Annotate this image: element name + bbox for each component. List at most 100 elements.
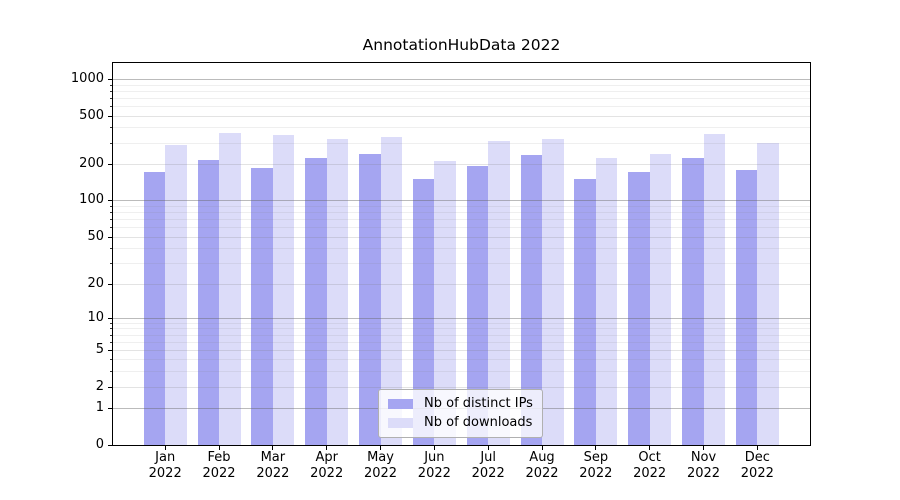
y-minor-tick-7 <box>110 334 112 336</box>
y-minor-tick-70 <box>110 219 112 221</box>
bar-ips-sep <box>574 179 596 445</box>
chart-title: AnnotationHubData 2022 <box>362 36 561 54</box>
y-tick-500 <box>108 115 112 117</box>
y-minor-tick-700 <box>110 97 112 99</box>
bar-downloads-apr <box>326 138 349 445</box>
x-tick-apr <box>326 446 328 450</box>
y-minor-tick-60 <box>110 227 112 229</box>
bar-ips-jul <box>466 166 489 445</box>
bar-downloads-jun <box>434 160 456 445</box>
y-gridline-10 <box>113 317 810 319</box>
x-tick-label-nov: Nov 2022 <box>686 450 721 481</box>
y-tick-label-10: 10 <box>87 309 104 325</box>
y-minor-gridline-800 <box>113 90 810 92</box>
y-tick-label-5: 5 <box>95 341 104 357</box>
bar-downloads-may <box>380 136 403 445</box>
legend: Nb of distinct IPs Nb of downloads <box>378 389 543 438</box>
y-tick-20 <box>108 283 112 285</box>
x-tick-label-feb: Feb 2022 <box>202 450 236 481</box>
y-tick-1 <box>108 408 112 409</box>
y-tick-label-1: 1 <box>95 400 104 415</box>
y-tick-label-20: 20 <box>87 275 104 291</box>
y-minor-gridline-90 <box>113 205 810 207</box>
y-minor-tick-80 <box>110 212 112 214</box>
x-tick-label-aug: Aug 2022 <box>525 450 559 481</box>
y-gridline-1000 <box>113 78 810 80</box>
y-minor-tick-400 <box>110 127 112 129</box>
bar-ips-dec <box>735 170 758 445</box>
bar-ips-aug <box>520 155 542 445</box>
y-tick-label-2: 2 <box>95 378 104 394</box>
y-minor-gridline-9 <box>113 322 810 324</box>
x-tick-label-sep: Sep 2022 <box>579 450 613 481</box>
y-minor-tick-40 <box>110 248 112 250</box>
bar-ips-jan <box>143 171 166 445</box>
y-minor-gridline-30 <box>113 262 810 264</box>
y-minor-gridline-60 <box>113 227 810 229</box>
bar-ips-oct <box>628 172 650 445</box>
y-tick-10 <box>108 317 112 319</box>
y-minor-gridline-300 <box>113 142 810 144</box>
y-minor-tick-800 <box>110 90 112 92</box>
y-gridline-200 <box>113 163 810 165</box>
y-minor-gridline-40 <box>113 248 810 250</box>
x-tick-label-may: May 2022 <box>363 450 398 481</box>
y-minor-tick-30 <box>110 262 112 264</box>
x-tick-label-oct: Oct 2022 <box>633 450 667 481</box>
x-tick-mar <box>272 446 274 450</box>
y-tick-5 <box>108 349 112 351</box>
y-gridline-500 <box>113 115 810 117</box>
x-tick-oct <box>649 446 651 450</box>
bar-downloads-jan <box>165 144 187 445</box>
y-tick-0 <box>108 444 112 446</box>
y-minor-tick-90 <box>110 205 112 207</box>
legend-label-distinct-ips: Nb of distinct IPs <box>424 396 533 411</box>
bar-downloads-oct <box>649 154 672 445</box>
x-tick-sep <box>595 446 597 450</box>
y-minor-gridline-6 <box>113 341 810 343</box>
y-tick-100 <box>108 200 112 202</box>
x-tick-jun <box>433 446 435 450</box>
y-tick-label-0: 0 <box>95 436 104 452</box>
y-gridline-20 <box>113 283 810 285</box>
x-tick-jul <box>487 446 489 450</box>
y-minor-tick-6 <box>110 341 112 343</box>
bar-ips-nov <box>682 158 704 445</box>
y-tick-label-200: 200 <box>79 155 104 171</box>
bar-downloads-dec <box>757 142 779 445</box>
y-minor-gridline-600 <box>113 105 810 107</box>
y-tick-label-1000: 1000 <box>70 70 104 86</box>
y-minor-gridline-3 <box>113 371 810 373</box>
x-tick-label-jan: Jan 2022 <box>148 450 182 481</box>
y-minor-gridline-70 <box>113 219 810 221</box>
y-minor-tick-3 <box>110 371 112 373</box>
y-tick-label-100: 100 <box>79 192 104 208</box>
y-minor-tick-600 <box>110 105 112 107</box>
bar-ips-feb <box>197 159 220 445</box>
x-tick-label-jun: Jun 2022 <box>417 450 451 481</box>
y-tick-label-500: 500 <box>79 107 104 123</box>
y-minor-tick-9 <box>110 322 112 324</box>
y-minor-gridline-8 <box>113 328 810 330</box>
y-tick-label-50: 50 <box>87 228 104 244</box>
y-minor-tick-8 <box>110 328 112 330</box>
y-gridline-100 <box>113 200 810 202</box>
y-gridline-50 <box>113 236 810 238</box>
bar-downloads-aug <box>542 139 564 445</box>
legend-item-distinct-ips: Nb of distinct IPs <box>388 396 533 412</box>
y-minor-gridline-400 <box>113 127 810 129</box>
legend-item-downloads: Nb of downloads <box>388 415 533 431</box>
y-gridline-5 <box>113 349 810 351</box>
x-tick-label-jul: Jul 2022 <box>471 450 505 481</box>
bar-ips-mar <box>251 167 273 445</box>
x-tick-may <box>380 446 382 450</box>
y-minor-gridline-900 <box>113 84 810 86</box>
y-tick-2 <box>108 386 112 388</box>
x-tick-label-dec: Dec 2022 <box>740 450 774 481</box>
plot-area <box>112 62 811 446</box>
y-minor-gridline-7 <box>113 334 810 336</box>
bar-downloads-mar <box>272 135 295 445</box>
bar-downloads-sep <box>595 158 618 445</box>
legend-swatch-distinct-ips <box>388 399 413 409</box>
